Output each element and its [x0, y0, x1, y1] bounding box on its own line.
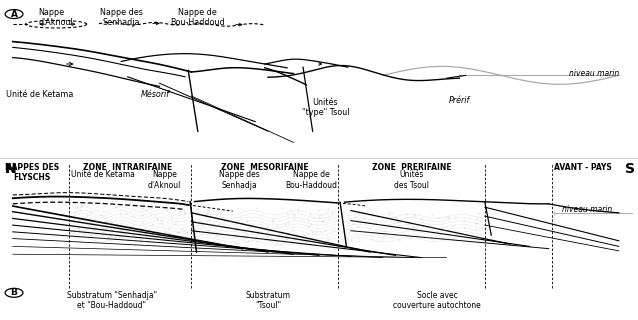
Text: Substratum "Senhadja"
et "Bou-Haddoud": Substratum "Senhadja" et "Bou-Haddoud" — [66, 291, 157, 310]
Text: NAPPES DES
FLYSCHS: NAPPES DES FLYSCHS — [5, 163, 59, 182]
Text: Nappe des
Senhadja: Nappe des Senhadja — [100, 8, 143, 28]
Text: B: B — [11, 288, 17, 297]
Text: Socle avec
couverture autochtone: Socle avec couverture autochtone — [393, 291, 481, 310]
Text: S: S — [625, 162, 635, 176]
Text: N: N — [5, 162, 17, 176]
Text: Nappe de
Bou-Haddoud: Nappe de Bou-Haddoud — [170, 8, 225, 28]
Text: niveau marin: niveau marin — [562, 205, 612, 214]
Text: N: N — [5, 162, 17, 176]
Text: niveau marin: niveau marin — [568, 69, 619, 78]
Text: Nappe des
Senhadja: Nappe des Senhadja — [219, 170, 260, 190]
Text: Prérif: Prérif — [449, 96, 470, 105]
Text: Nappe
d'Aknoul: Nappe d'Aknoul — [148, 170, 181, 190]
Text: Mésorif: Mésorif — [140, 90, 170, 99]
Text: A: A — [11, 10, 17, 19]
Text: Unité de Ketama: Unité de Ketama — [6, 90, 74, 99]
Text: Unités
des Tsoul: Unités des Tsoul — [394, 170, 429, 190]
Text: Unité de Ketama: Unité de Ketama — [71, 170, 135, 179]
Text: ZONE  INTRARIFAINE: ZONE INTRARIFAINE — [83, 163, 172, 172]
Text: ZONE  MESORIFAINE: ZONE MESORIFAINE — [221, 163, 309, 172]
Text: Nappe
d'Aknoul: Nappe d'Aknoul — [38, 8, 73, 28]
Text: ZONE  PRERIFAINE: ZONE PRERIFAINE — [372, 163, 451, 172]
Text: AVANT - PAYS: AVANT - PAYS — [554, 163, 611, 172]
Text: Nappe de
Bou-Haddoud: Nappe de Bou-Haddoud — [285, 170, 338, 190]
Text: Unités
"type" Tsoul: Unités "type" Tsoul — [302, 98, 349, 117]
Text: Substratum
"Tsoul": Substratum "Tsoul" — [246, 291, 290, 310]
